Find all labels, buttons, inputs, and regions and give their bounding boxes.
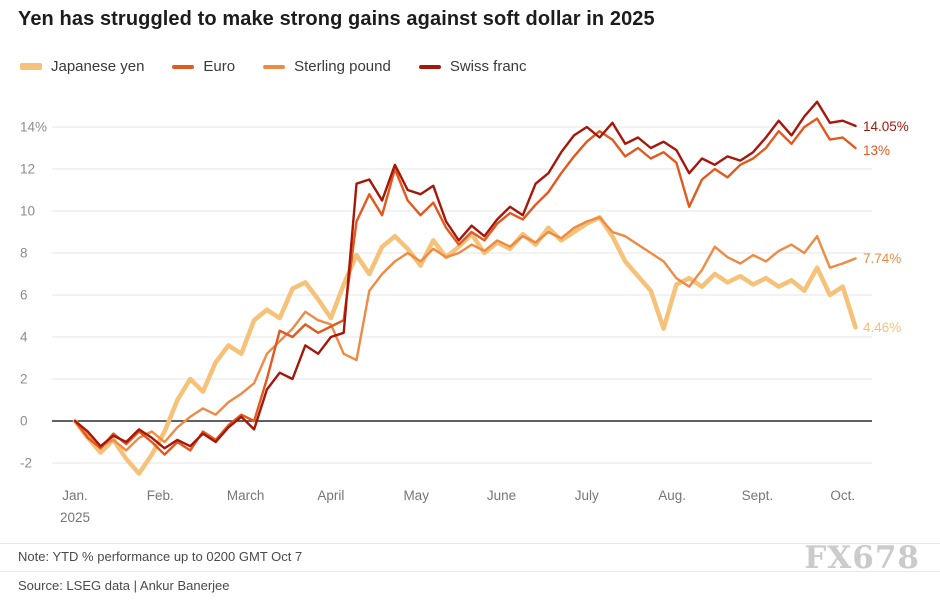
series-line-japanese-yen — [72, 215, 858, 476]
legend-item-japanese-yen: Japanese yen — [20, 58, 144, 75]
end-label-euro: 13% — [863, 143, 891, 159]
x-tick-label: Oct. — [830, 488, 855, 503]
footer-divider-top — [0, 543, 940, 544]
x-tick-label: April — [317, 488, 344, 503]
legend: Japanese yen Euro Sterling pound Swiss fran… — [20, 58, 527, 75]
y-tick-label: 8 — [20, 246, 28, 261]
series-line-sterling-pound — [73, 216, 857, 452]
footer-divider-bottom — [0, 571, 940, 572]
x-tick-sublabel: 2025 — [60, 510, 90, 525]
x-tick-label: Feb. — [147, 488, 174, 503]
x-tick-label: Jan. — [62, 488, 88, 503]
legend-swatch-swiss-franc — [418, 64, 441, 69]
y-tick-label: 6 — [20, 288, 28, 303]
y-tick-label: 4 — [20, 330, 28, 345]
end-label-swiss-franc: 14.05% — [863, 118, 909, 134]
x-tick-label: July — [575, 488, 599, 503]
x-tick-label: Aug. — [658, 488, 686, 503]
end-label-sterling-pound: 7.74% — [863, 251, 902, 267]
end-label-japanese-yen: 4.46% — [863, 320, 902, 336]
legend-item-sterling-pound: Sterling pound — [263, 58, 391, 75]
y-tick-label: 10 — [20, 204, 35, 219]
y-tick-label: -2 — [20, 456, 32, 471]
note-text: Note: YTD % performance up to 0200 GMT O… — [18, 549, 303, 564]
legend-label: Euro — [203, 58, 236, 75]
x-tick-label: May — [403, 488, 429, 503]
legend-item-euro: Euro — [172, 58, 235, 75]
chart-title: Yen has struggled to make strong gains a… — [18, 8, 655, 30]
y-tick-label: 12 — [20, 162, 35, 177]
y-tick-label: 2 — [20, 372, 28, 387]
legend-label: Swiss franc — [449, 58, 527, 75]
series-line-swiss-franc — [73, 100, 857, 450]
legend-swatch-japanese-yen — [20, 63, 42, 70]
legend-label: Japanese yen — [51, 58, 145, 75]
legend-item-swiss-franc: Swiss franc — [418, 58, 527, 75]
y-tick-label: 14% — [20, 120, 47, 135]
x-tick-label: Sept. — [742, 488, 774, 503]
legend-swatch-euro — [172, 64, 195, 69]
series-line-euro — [73, 117, 857, 456]
legend-swatch-sterling-pound — [263, 64, 286, 69]
x-tick-label: March — [227, 488, 265, 503]
source-text: Source: LSEG data | Ankur Banerjee — [18, 578, 230, 593]
legend-label: Sterling pound — [294, 58, 391, 75]
y-tick-label: 0 — [20, 414, 28, 429]
x-tick-label: June — [487, 488, 516, 503]
watermark-logo: FX678 — [804, 540, 920, 576]
